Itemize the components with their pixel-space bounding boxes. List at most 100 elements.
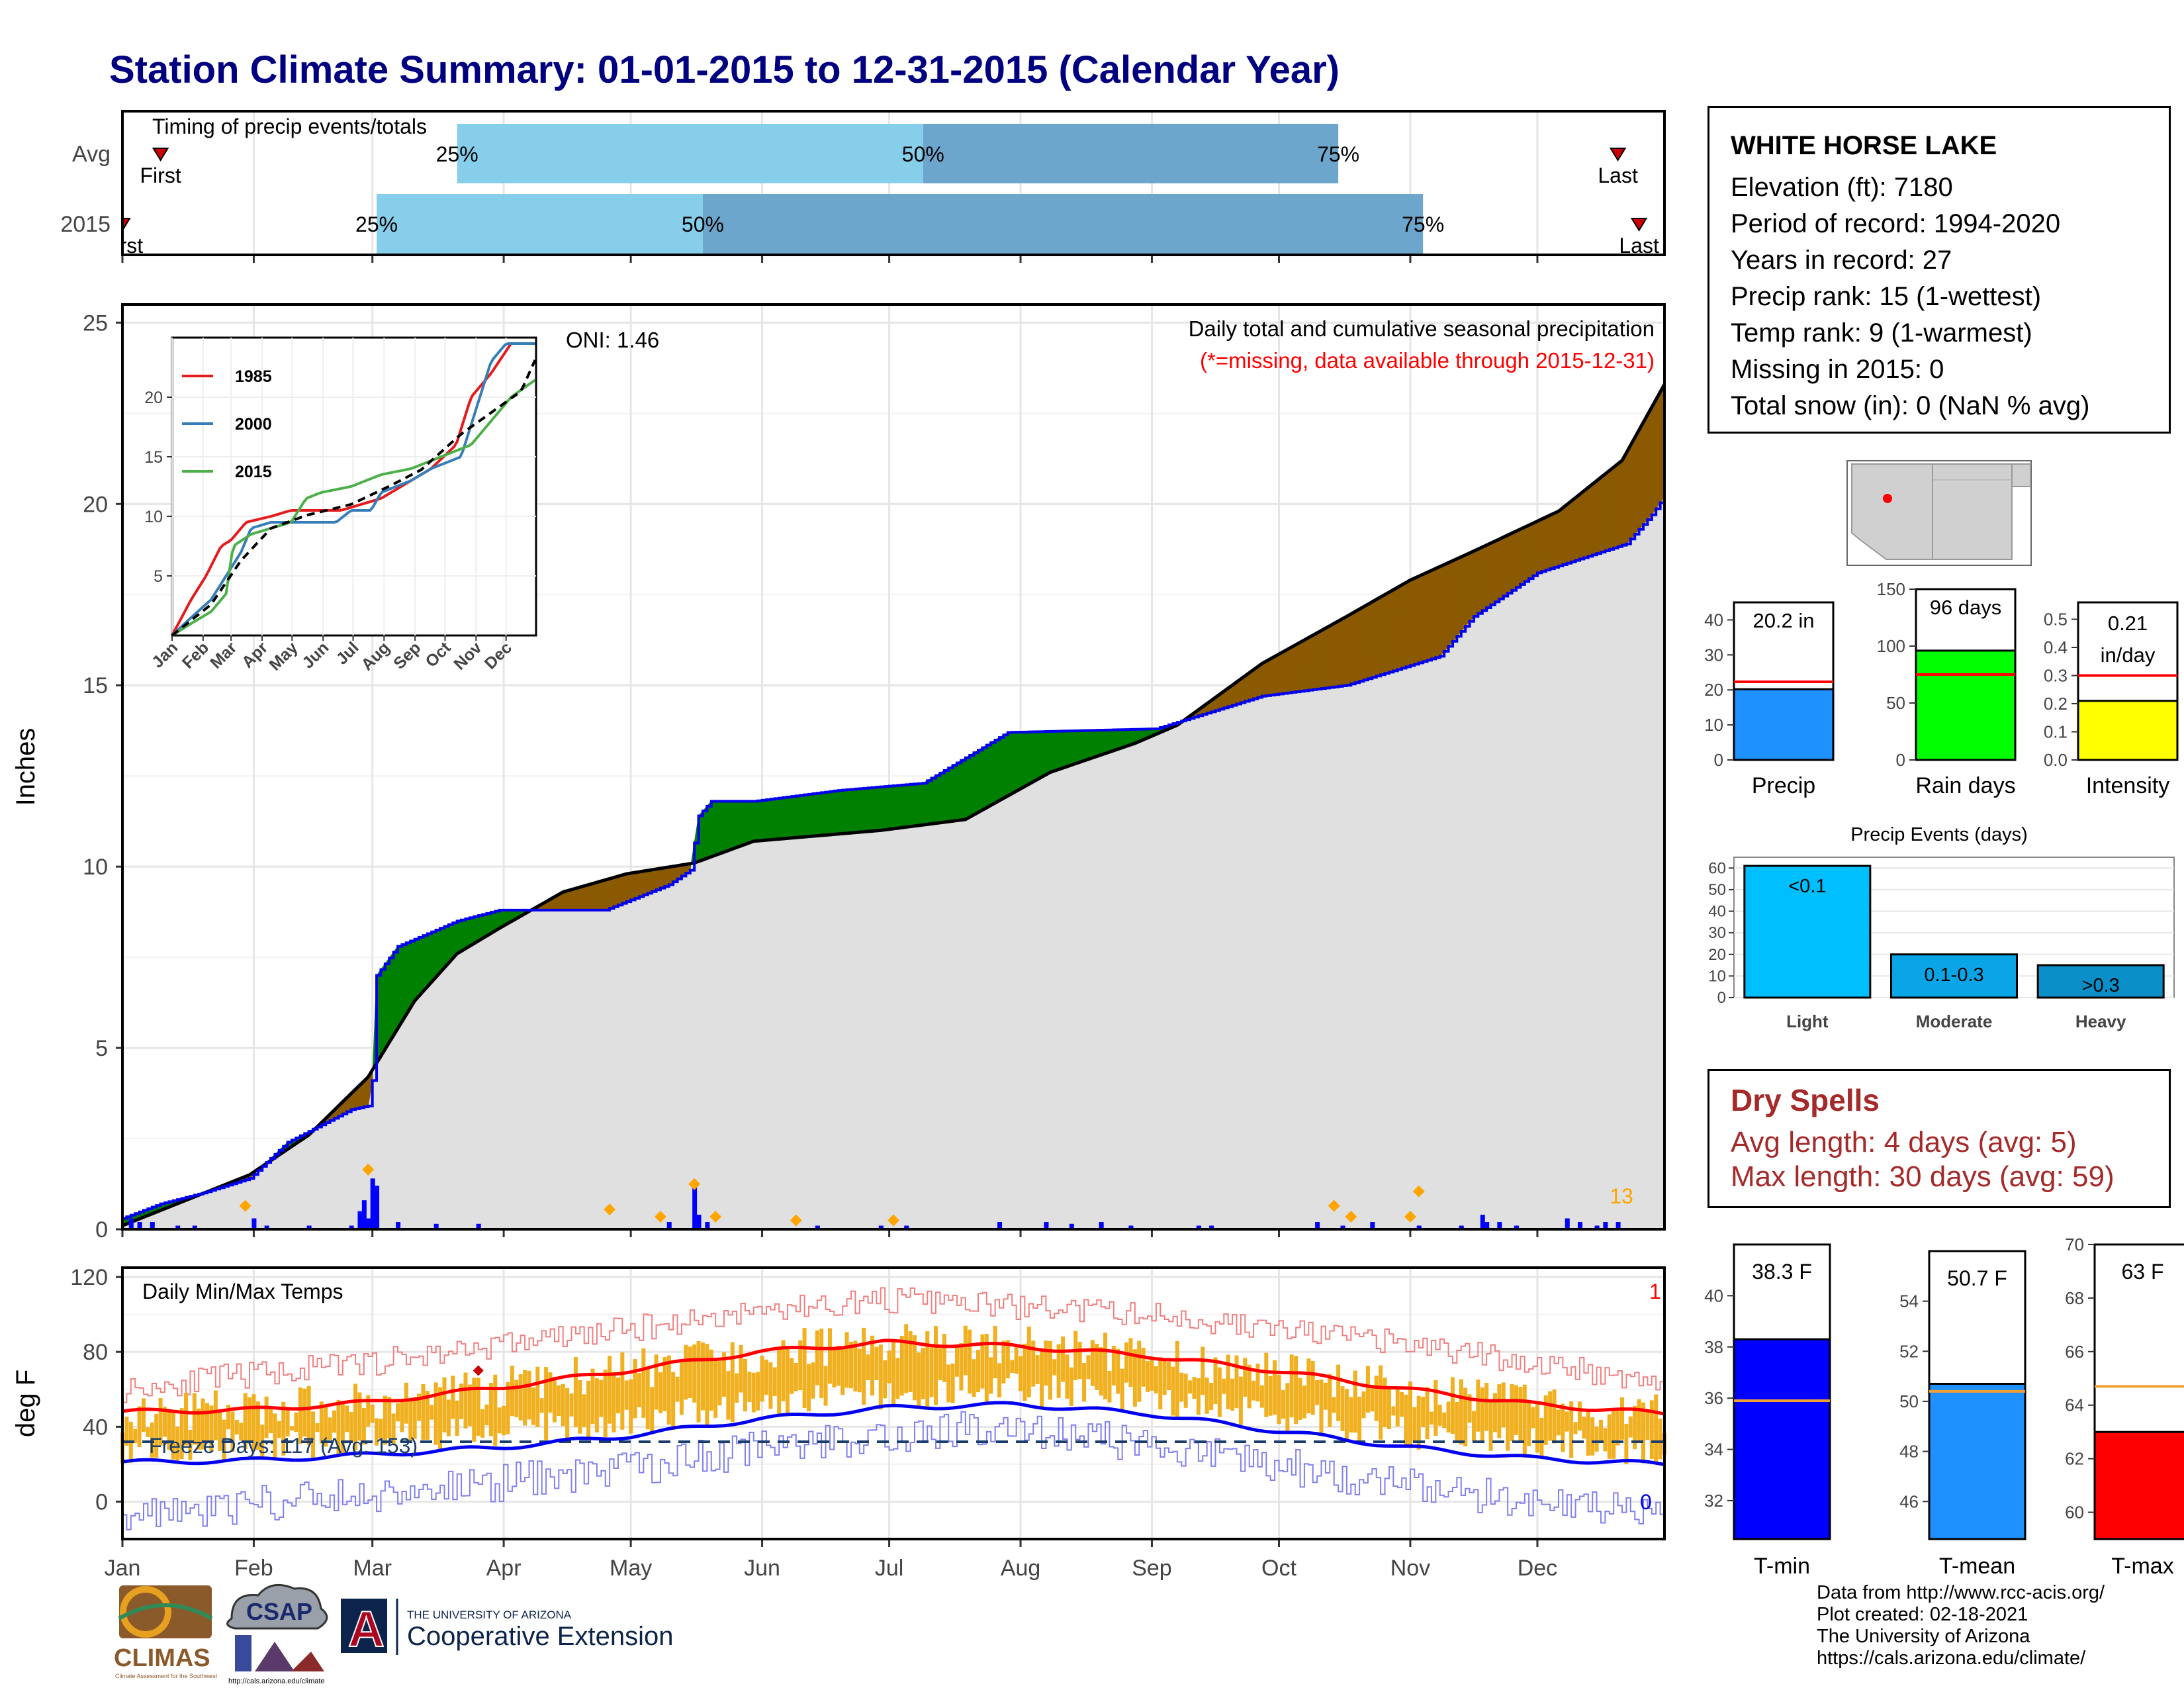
timing-p50-label: 50% [682,212,724,236]
month-axis-label: Jan [105,1556,141,1581]
month-axis-label: Jun [744,1556,780,1581]
daily-precip-bar [375,1186,380,1229]
daily-precip-bar [904,1225,909,1229]
extreme-precip-marker [688,1178,701,1190]
footer-info: Data from http://www.rcc-acis.org/ Plot … [1817,1582,2105,1669]
daily-precip-bar [1340,1225,1345,1229]
summary-ytick-label: 150 [1877,579,1905,599]
daily-precip-bar [1484,1222,1490,1229]
timing-p25-label: 25% [436,142,478,166]
extreme-precip-marker [1328,1199,1340,1212]
temp-bar-ytick-label: 68 [2065,1288,2084,1308]
footer-plot-created: Plot created: 02-18-2021 [1817,1604,2028,1625]
summary-ytick-label: 0 [1714,750,1723,770]
summary-bar [1915,649,2017,761]
temp-frame [121,1266,1666,1540]
station-missing: Missing in 2015: 0 [1731,355,1944,384]
daily-precip-bar [349,1225,354,1229]
climas-wordmark: CLIMAS [114,1644,210,1672]
last-event-marker [1630,218,1648,232]
precip-title: Daily total and cumulative seasonal prec… [1189,316,1655,341]
daily-precip-bar [128,1218,134,1229]
month-axis-label: Apr [486,1556,522,1581]
inset-ytick-label: 15 [144,448,163,467]
daily-precip-bar [1196,1225,1201,1229]
last-event-label: Last [1598,164,1638,187]
temp-bar-ytick-label: 38 [1704,1337,1723,1357]
station-location-marker [1883,494,1892,503]
inset-legend-label: 1985 [235,367,272,386]
temp-bar-ytick-label: 50 [1899,1391,1919,1411]
summary-ytick-label: 0.1 [2044,722,2068,742]
csap-url: http://cals.arizona.edu/climate [228,1677,325,1685]
credit-logos: CLIMAS Climate Assessment for the Southw… [114,1583,673,1685]
daily-precip-bar [192,1225,197,1229]
station-name: WHITE HORSE LAKE [1731,131,1997,160]
events-ytick-label: 60 [1708,859,1726,877]
summary-ytick-label: 100 [1877,636,1905,656]
temp-ytick-label: 120 [70,1265,108,1290]
daily-precip-bar [1594,1225,1600,1229]
month-axis-label: Nov [1390,1556,1430,1581]
daily-precip-bar [1514,1225,1519,1229]
daily-precip-bar [1480,1215,1485,1229]
precip-event-bar-label: >0.3 [2082,975,2120,996]
temp-bar-value-label: 38.3 F [1752,1260,1812,1284]
precip-base-area [122,496,1664,1229]
timing-row-label: 2015 [60,212,111,237]
daily-precip-bar [997,1222,1003,1229]
station-precip-rank: Precip rank: 15 (1-wettest) [1731,282,2042,311]
temp-bar-ytick-label: 40 [1704,1286,1723,1305]
summary-ytick-label: 20 [1704,680,1723,700]
extreme-precip-marker [1345,1211,1357,1223]
summary-ytick-label: 10 [1704,715,1723,735]
extreme-precip-marker [1404,1211,1416,1223]
dry-spells-avg: Avg length: 4 days (avg: 5) [1731,1126,2077,1158]
temp-summary-bar [1733,1338,1831,1540]
daily-precip-bar [150,1222,155,1229]
temp-ytick-label: 0 [95,1489,108,1515]
station-temp-rank: Temp rank: 9 (1-warmest) [1731,318,2032,348]
daily-precip-bar [264,1225,269,1229]
temp-bar-value-label: 63 F [2121,1260,2163,1284]
month-axis-label: May [610,1556,652,1581]
ua-logo: A THE UNIVERSITY OF ARIZONA Cooperative … [341,1599,673,1658]
summary-bar [2077,700,2179,761]
temp-bar-ytick-label: 64 [2065,1395,2084,1415]
dry-spells-max: Max length: 30 days (avg: 59) [1731,1160,2115,1193]
page-title: Station Climate Summary: 01-01-2015 to 1… [109,48,1340,91]
summary-ytick-label: 0.2 [2044,694,2068,714]
record-temp-marker [473,1365,484,1376]
inset-legend-label: 2015 [235,463,272,481]
climas-logo: CLIMAS Climate Assessment for the Southw… [114,1585,218,1679]
first-event-marker [152,148,169,162]
temp-bar-ytick-label: 48 [1899,1442,1919,1462]
precip-ytick-label: 25 [83,310,108,336]
footer-data-source: Data from http://www.rcc-acis.org/ [1817,1582,2105,1603]
timing-title: Timing of precip events/totals [152,115,427,138]
footer-university: The University of Arizona [1817,1626,2030,1647]
precip-ylabel: Inches [11,728,40,806]
precip-event-bar [1890,953,2018,999]
precip-ytick-label: 15 [83,673,108,698]
daily-precip-bar [433,1223,439,1229]
extreme-precip-marker [654,1211,666,1223]
climas-subtitle: Climate Assessment for the Southwest [115,1673,218,1679]
inset-ytick-label: 20 [144,389,163,407]
timing-bar-q2 [923,124,1339,183]
daily-precip-bar [175,1225,181,1229]
daily-precip-bar [696,1215,702,1229]
timing-p75-label: 75% [1317,142,1359,166]
daily-precip-bar [1577,1222,1582,1229]
dry-spells-box: Dry Spells Avg length: 4 days (avg: 5) M… [1707,1069,2171,1208]
temperature-summary-bars: 32 34 36 38 40 38.3 F T-min 46 48 50 52 54 50.7 F T-m… [1704,1235,2184,1579]
avg-min-temp-line [122,1401,1665,1466]
temp-top-count: 1 [1649,1280,1661,1303]
month-axis-label: Aug [1001,1556,1041,1581]
temp-bar-ytick-label: 46 [1899,1491,1919,1511]
summary-category-label: Intensity [2086,773,2170,798]
timing-p75-label: 75% [1402,212,1444,236]
temp-bar-ytick-label: 60 [2065,1503,2084,1523]
temp-title: Daily Min/Max Temps [142,1280,343,1303]
